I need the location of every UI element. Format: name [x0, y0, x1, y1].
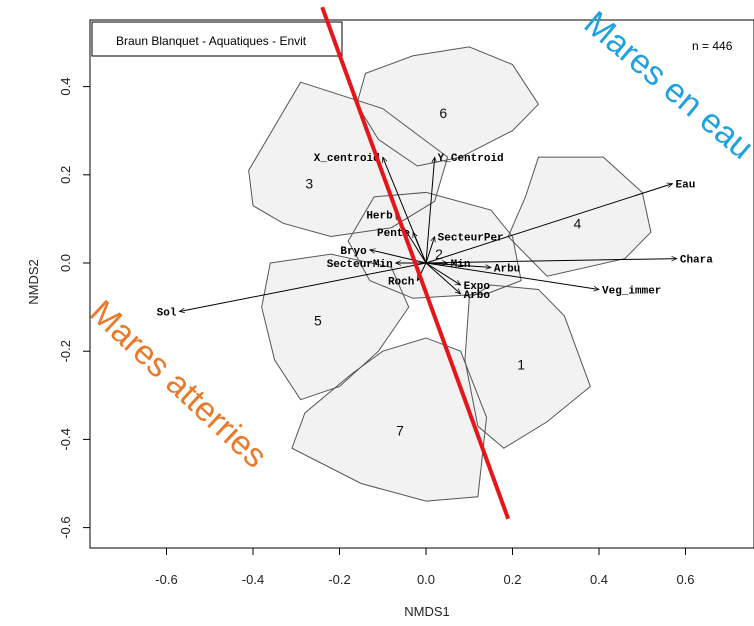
divider-line [320, 6, 511, 520]
vector-label-X_centroid: X_centroid [314, 153, 380, 165]
cluster-label-7: 7 [396, 423, 404, 439]
cluster-labels: 1 2 3 4 5 6 7 [305, 105, 581, 439]
vector-Eau [425, 184, 673, 264]
cluster-label-5: 5 [314, 312, 322, 328]
vector-label-Arbu: Arbu [494, 263, 520, 275]
cluster-hull-fill-4 [508, 157, 651, 277]
x-tick-label: 0.0 [417, 572, 435, 587]
chart-title: Braun Blanquet - Aquatiques - Envit [116, 34, 307, 48]
cluster-hull-fill-5 [261, 254, 409, 400]
vector-label-SecteurMin: SecteurMin [327, 259, 393, 271]
x-tick-label: -0.4 [242, 572, 264, 587]
vector-SecteurPer [425, 237, 435, 264]
x-tick-label: 0.4 [590, 572, 608, 587]
cluster-hull-fill-7 [291, 337, 487, 502]
vector-Sol [179, 262, 427, 312]
vector-label-Roch: Roch [388, 277, 414, 289]
x-tick-label: 0.6 [676, 572, 694, 587]
vector-label-Y_Centroid: Y_Centroid [438, 153, 504, 165]
vector-Bryo [370, 250, 427, 264]
vector-label-Eau: Eau [676, 180, 696, 192]
y-axis-label: NMDS2 [26, 259, 41, 305]
vector-label-Chara: Chara [680, 255, 713, 267]
cluster-label-4: 4 [573, 215, 581, 231]
vector-label-Expo: Expo [464, 281, 491, 293]
y-tick-label: 0.4 [58, 78, 73, 96]
y-tick-label: -0.2 [58, 340, 73, 362]
cluster-hull-6 [356, 46, 540, 167]
vector-label-Veg_immer: Veg_immer [602, 285, 661, 297]
vector-Veg_immer [425, 262, 599, 289]
cluster-hull-4 [507, 156, 652, 277]
y-tick-label: -0.4 [58, 428, 73, 450]
vector-Pente [413, 232, 427, 264]
env-vectors: Eau Chara Veg_immer Sol X_centroid Y_Centroid… [157, 153, 714, 319]
x-tick-label: -0.6 [155, 572, 177, 587]
y-tick-label: 0.2 [58, 166, 73, 184]
cluster-hull-fill-6 [356, 46, 539, 166]
cluster-label-1: 1 [517, 356, 525, 372]
vector-Y_Centroid [425, 157, 435, 264]
vector-Expo [425, 262, 461, 285]
x-axis-label: NMDS1 [404, 604, 450, 619]
vector-Arbo [425, 262, 461, 294]
cluster-hulls [248, 46, 652, 502]
axes: -0.6 -0.4 -0.2 0.0 0.2 0.4 0.6 -0.6 -0.4 -0.2 0.0 0… [58, 78, 695, 587]
cluster-hull-1 [464, 284, 591, 449]
cluster-label-2: 2 [435, 246, 443, 262]
cluster-hull-3 [248, 81, 449, 238]
vector-label-SecteurPer: SecteurPer [438, 233, 504, 245]
cluster-label-3: 3 [305, 176, 313, 192]
cluster-hull-fill-1 [464, 285, 591, 449]
vector-Chara [425, 259, 677, 264]
y-tick-label: 0.0 [58, 254, 73, 272]
vector-label-Herb: Herb [366, 210, 393, 222]
vector-label-Arbo: Arbo [464, 290, 491, 302]
vector-label-Sol: Sol [157, 308, 177, 320]
cluster-hull-7 [291, 337, 488, 502]
n-label: n = 446 [692, 39, 733, 53]
annotation-mares-atterries: Mares atterries [83, 293, 275, 475]
annotation-mares-en-eau: Mares en eau [577, 4, 754, 167]
x-tick-label: 0.2 [503, 572, 521, 587]
plot-frame [89, 19, 754, 549]
cluster-label-6: 6 [439, 105, 447, 121]
x-tick-label: -0.2 [328, 572, 350, 587]
vector-label-Bryo: Bryo [340, 246, 367, 258]
legend-box: Braun Blanquet - Aquatiques - Envit [91, 21, 343, 57]
vector-Arbu [425, 262, 491, 267]
y-tick-label: -0.6 [58, 516, 73, 538]
